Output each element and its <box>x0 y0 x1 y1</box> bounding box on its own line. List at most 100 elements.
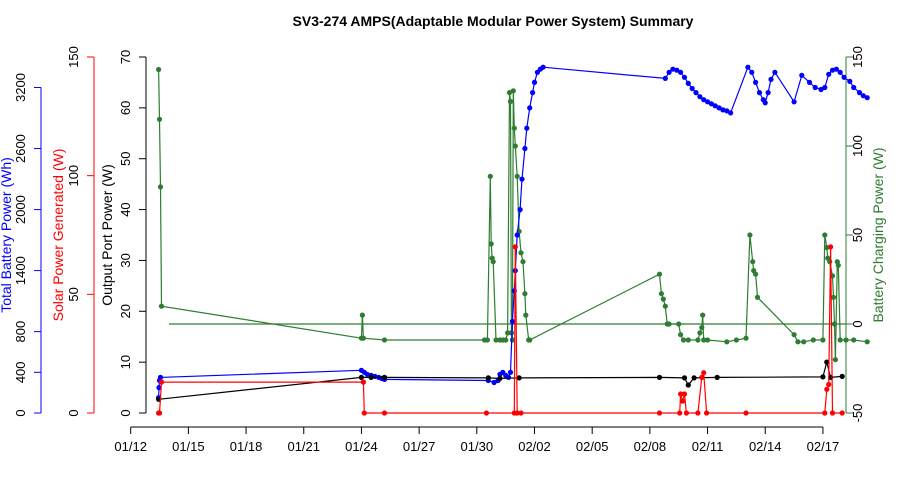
x-tick-label: 01/15 <box>172 439 205 454</box>
total_battery-point <box>522 145 528 152</box>
total_battery-point <box>693 90 699 96</box>
total_battery-point <box>837 69 843 75</box>
battery_charging-point <box>484 337 490 343</box>
battery_charging-point <box>488 241 494 247</box>
battery_charging-point <box>487 173 493 179</box>
battery_charging-point <box>830 294 837 300</box>
battery_charging-point <box>503 337 509 343</box>
battery_charging-point <box>514 173 520 179</box>
battery_charging-point <box>697 330 703 336</box>
total_battery-point <box>681 74 688 80</box>
battery_charging-tick-label: 50 <box>850 228 865 242</box>
solar-point <box>824 386 830 392</box>
output_port-point <box>714 374 720 380</box>
battery_charging-point <box>864 339 870 345</box>
total_battery-point <box>847 78 853 84</box>
total_battery-point <box>860 93 866 99</box>
battery_charging-point <box>754 294 761 300</box>
total_battery-point <box>491 379 497 386</box>
total_battery-point <box>540 64 546 70</box>
solar-point <box>678 391 684 397</box>
total_battery-point <box>670 66 676 72</box>
output_port-point <box>685 382 691 388</box>
solar-point <box>681 391 688 397</box>
solar-point <box>695 410 701 416</box>
solar-point <box>822 410 828 416</box>
battery_charging-point <box>680 337 687 343</box>
battery_charging-point <box>837 337 843 343</box>
solar-tick-label: 50 <box>66 287 81 301</box>
output_port-point <box>516 375 522 381</box>
output_port-point <box>691 375 697 381</box>
total_battery-point <box>791 99 797 105</box>
solar-axis-label: Solar Power Generated (W) <box>50 149 66 322</box>
battery_charging-point <box>791 332 797 338</box>
total_battery-point <box>507 369 514 375</box>
solar-point <box>704 410 710 416</box>
battery_charging-point <box>157 184 164 190</box>
total_battery-point <box>829 67 836 73</box>
solar-point <box>156 410 163 416</box>
plot-layer <box>156 64 870 416</box>
battery_charging-point <box>510 88 516 94</box>
solar-point <box>158 379 165 385</box>
total_battery-tick-label: 800 <box>13 321 28 343</box>
total_battery-point <box>745 64 751 70</box>
total_battery-point <box>505 374 512 380</box>
battery_charging-point <box>827 259 833 265</box>
solar-point <box>839 410 845 416</box>
battery_charging-point <box>511 125 517 131</box>
battery_charging-point <box>700 312 706 318</box>
total_battery-point <box>851 84 857 91</box>
solar-point <box>656 410 663 416</box>
battery_charging-point <box>699 325 705 331</box>
battery_charging-point <box>724 339 730 345</box>
solar-point <box>683 410 690 416</box>
total_battery-point <box>531 79 538 85</box>
output_port-tick-label: 10 <box>118 355 133 369</box>
output_port-series <box>156 359 845 402</box>
battery_charging-point <box>527 337 533 343</box>
total_battery-point <box>662 75 668 81</box>
battery_charging-point <box>522 291 528 297</box>
output_port-point <box>358 374 364 380</box>
output_port-point <box>485 375 491 381</box>
total_battery-point <box>519 176 525 182</box>
total_battery-point <box>799 72 805 78</box>
battery_charging-point <box>518 250 524 256</box>
battery_charging-point <box>512 143 518 149</box>
battery_charging-point <box>666 321 672 327</box>
total_battery-point <box>685 80 691 86</box>
battery_charging-point <box>156 66 162 73</box>
total_battery-point <box>666 69 672 75</box>
battery_charging-point <box>743 335 749 341</box>
solar-tick-label: 0 <box>66 409 81 416</box>
total_battery-point <box>157 374 164 380</box>
solar-point <box>483 410 489 416</box>
battery_charging-point <box>520 259 526 265</box>
total_battery-point <box>517 207 523 213</box>
battery_charging-tick-label: 100 <box>850 135 865 157</box>
total_battery-tick-label: 1400 <box>13 256 28 285</box>
battery_charging-point <box>822 232 828 238</box>
x-tick-label: 02/08 <box>634 439 667 454</box>
output_port-point <box>368 374 374 380</box>
output_port-tick-label: 20 <box>118 304 133 318</box>
output_port-point <box>820 374 826 380</box>
battery_charging-point <box>507 98 514 105</box>
battery_charging-point <box>493 337 499 343</box>
solar-point <box>518 410 524 416</box>
solar-point <box>677 410 683 416</box>
battery_charging-point <box>678 332 684 338</box>
solar-point <box>701 370 707 376</box>
total_battery-point <box>768 76 774 82</box>
battery_charging-point <box>158 303 165 309</box>
battery_charging-point <box>662 303 668 309</box>
output_port-tick-label: 0 <box>118 409 133 416</box>
battery_charging-point <box>523 312 529 318</box>
battery_charging-series <box>156 66 870 363</box>
battery_charging-tick-label: 0 <box>850 320 865 327</box>
battery_charging-point <box>705 337 711 343</box>
battery_charging-point <box>660 296 666 302</box>
